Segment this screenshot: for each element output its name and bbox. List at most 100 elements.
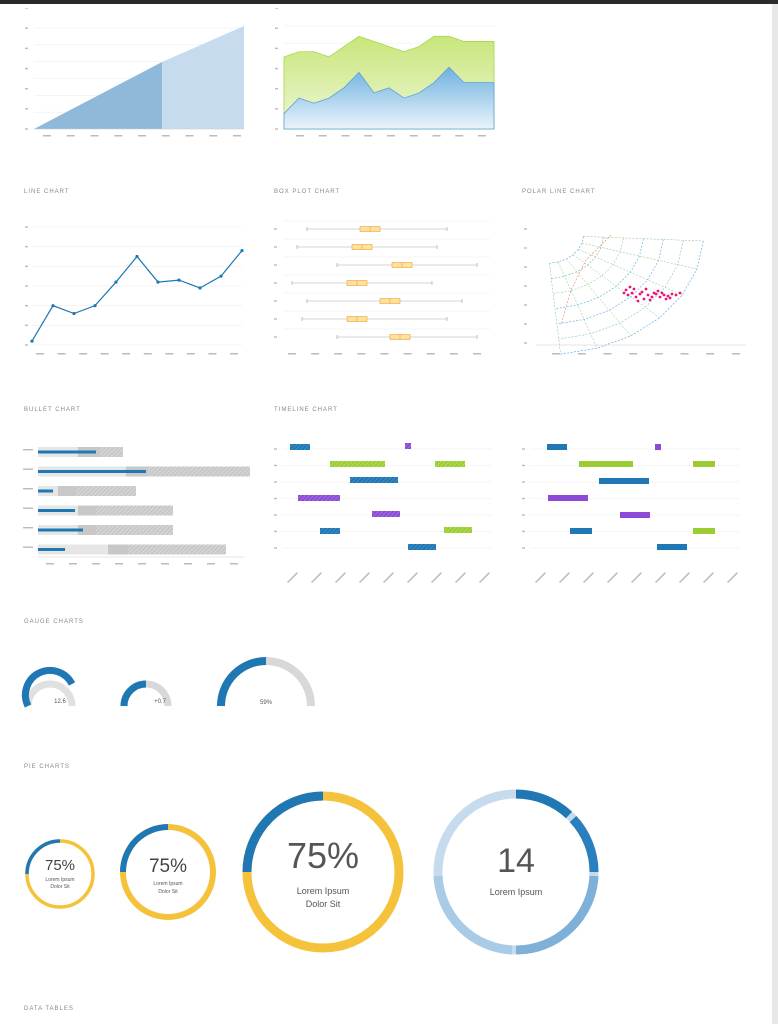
- x-tick: [680, 353, 689, 355]
- polar-point: [668, 296, 672, 300]
- section-title-timeline: TIMELINE CHART: [274, 407, 338, 413]
- y-tick: [522, 547, 525, 549]
- y-tick: [274, 448, 277, 450]
- x-tick: [732, 353, 740, 355]
- x-tick: [311, 353, 320, 355]
- polar-spoke: [549, 263, 561, 355]
- y-tick: [522, 448, 525, 450]
- bullet-label: [23, 527, 33, 529]
- bullet-range-high: [38, 525, 173, 535]
- y-tick: [274, 264, 277, 266]
- x-tick: [207, 563, 215, 565]
- area-series-light: [162, 26, 244, 129]
- gauge-3: 59%: [217, 657, 315, 707]
- y-tick: [25, 265, 28, 268]
- timeline-chart-2: [522, 444, 740, 584]
- x-tick: [288, 353, 296, 355]
- bullet-range-high: [38, 486, 136, 496]
- y-tick: [524, 304, 527, 306]
- y-tick: [275, 108, 278, 110]
- x-tick: [90, 135, 99, 137]
- x-tick: [577, 353, 586, 355]
- timeline-bar: [655, 444, 661, 450]
- x-tick: [138, 135, 146, 137]
- timeline-bar: [435, 461, 465, 467]
- x-tick-label: [431, 572, 443, 584]
- polar-point: [670, 292, 674, 296]
- donut-2-value: 75%: [149, 856, 187, 877]
- window-top-bar: [0, 0, 778, 4]
- x-tick: [66, 135, 75, 137]
- x-tick: [114, 135, 123, 137]
- y-tick: [522, 464, 525, 467]
- x-tick: [364, 135, 373, 137]
- polar-point: [674, 293, 678, 297]
- y-tick: [274, 530, 277, 533]
- y-tick: [524, 323, 527, 325]
- area-chart-2: [275, 8, 495, 137]
- y-tick: [524, 228, 527, 230]
- x-tick: [43, 135, 51, 137]
- line-point: [135, 254, 139, 259]
- x-tick: [654, 353, 663, 355]
- vertical-scrollbar[interactable]: [772, 4, 778, 1024]
- y-tick: [275, 47, 278, 50]
- x-tick: [334, 353, 343, 355]
- bullet-chart: [23, 447, 250, 565]
- y-tick: [274, 246, 277, 248]
- bullet-range-high: [38, 544, 226, 555]
- y-tick: [25, 47, 28, 50]
- x-tick-label: [703, 572, 715, 584]
- polar-point: [622, 291, 626, 295]
- line-point: [156, 280, 160, 284]
- timeline-bar: [444, 527, 472, 533]
- timeline-bar: [548, 495, 588, 501]
- area-series-blue: [283, 66, 495, 130]
- x-tick: [357, 353, 366, 355]
- donut-2-label-2: Dolor Sit: [158, 889, 178, 895]
- y-tick: [25, 128, 28, 130]
- y-tick: [274, 300, 277, 302]
- bullet-range-high: [38, 505, 173, 516]
- polar-point: [628, 285, 632, 289]
- x-tick-label: [455, 572, 467, 584]
- timeline-bar: [693, 528, 715, 534]
- x-tick-label: [335, 572, 347, 584]
- timeline-bar: [290, 444, 310, 450]
- polar-point: [666, 294, 670, 298]
- y-tick: [275, 67, 278, 70]
- bullet-value: [38, 528, 83, 532]
- polar-point: [652, 291, 656, 295]
- section-title-pie: PIE CHARTS: [24, 764, 70, 770]
- bullet-label: [23, 468, 33, 470]
- x-tick: [138, 563, 146, 565]
- y-tick: [25, 67, 28, 70]
- donut-4: 14 Lorem Ipsum: [433, 789, 599, 955]
- y-tick: [274, 497, 277, 500]
- x-tick: [115, 563, 123, 565]
- x-tick: [233, 135, 241, 137]
- polar-point: [638, 292, 642, 296]
- x-tick-label: [559, 572, 571, 584]
- timeline-bar: [570, 528, 592, 534]
- donut-1-label-2: Dolor Sit: [50, 884, 70, 890]
- x-tick: [57, 353, 66, 355]
- y-tick: [25, 245, 28, 248]
- x-tick: [161, 563, 169, 565]
- x-tick: [165, 353, 174, 355]
- y-tick: [522, 514, 525, 516]
- polar-ring: [560, 240, 704, 355]
- donut-2-label-1: Lorem Ipsum: [153, 881, 182, 887]
- x-tick-label: [583, 572, 595, 584]
- polar-point: [658, 295, 662, 299]
- y-tick: [524, 285, 527, 287]
- section-title-polar: POLAR LINE CHART: [522, 189, 596, 195]
- bullet-value: [38, 470, 146, 473]
- bullet-label: [23, 507, 33, 509]
- x-tick: [341, 135, 350, 137]
- polar-point: [626, 293, 630, 297]
- x-tick: [426, 353, 435, 355]
- x-tick: [184, 563, 192, 565]
- y-tick: [524, 342, 527, 344]
- line-point: [114, 280, 118, 284]
